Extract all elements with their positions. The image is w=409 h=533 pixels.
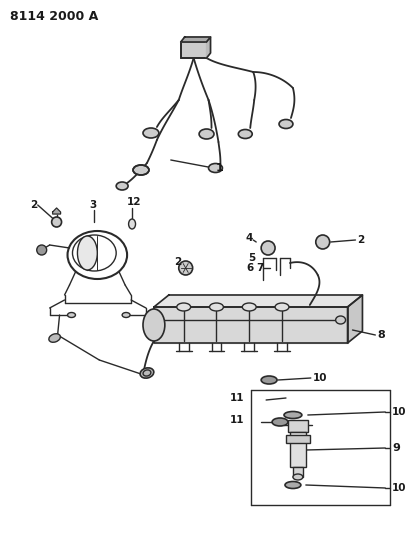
Text: 2: 2 [357,235,364,245]
Bar [180,42,206,58]
Ellipse shape [143,128,159,138]
Text: 2: 2 [173,257,181,267]
Text: 2: 2 [30,200,37,210]
Ellipse shape [284,481,300,489]
Bar [285,435,309,443]
Ellipse shape [140,368,153,378]
Bar [287,420,307,432]
Text: 10: 10 [391,483,406,493]
Ellipse shape [116,182,128,190]
Text: 9: 9 [391,443,399,453]
Text: 10: 10 [312,373,326,383]
Text: 11: 11 [229,415,243,425]
Ellipse shape [238,130,252,139]
Ellipse shape [122,312,130,318]
Ellipse shape [143,309,164,341]
Ellipse shape [49,334,60,342]
Ellipse shape [283,411,301,418]
Text: 3: 3 [89,200,97,210]
Text: 8114 2000 A: 8114 2000 A [10,10,98,22]
Text: 5: 5 [247,253,255,263]
Text: 11: 11 [229,393,243,403]
Ellipse shape [199,129,213,139]
Ellipse shape [274,303,288,311]
Polygon shape [180,37,210,42]
Text: 12: 12 [127,197,141,207]
Polygon shape [347,295,362,343]
Ellipse shape [67,312,75,318]
Bar [180,42,206,58]
Circle shape [52,217,61,227]
Text: 1: 1 [215,163,222,173]
Polygon shape [206,37,210,58]
Text: 4: 4 [245,233,252,243]
Ellipse shape [77,236,97,270]
Circle shape [178,261,192,275]
Text: 7: 7 [256,263,263,273]
Polygon shape [153,307,347,343]
Ellipse shape [292,474,302,480]
Ellipse shape [272,418,287,426]
Ellipse shape [209,303,223,311]
Text: 10: 10 [391,407,406,417]
Ellipse shape [242,303,256,311]
Ellipse shape [176,303,190,311]
Circle shape [37,245,47,255]
Ellipse shape [128,219,135,229]
Bar [289,432,305,467]
Ellipse shape [261,376,276,384]
Circle shape [261,241,274,255]
Ellipse shape [133,165,148,175]
Ellipse shape [279,119,292,128]
Circle shape [315,235,329,249]
Ellipse shape [335,316,345,324]
Bar [292,467,302,477]
Text: 8: 8 [376,330,384,340]
Text: 6: 6 [246,263,253,273]
Polygon shape [52,208,61,214]
Polygon shape [153,295,362,307]
Ellipse shape [208,164,222,173]
